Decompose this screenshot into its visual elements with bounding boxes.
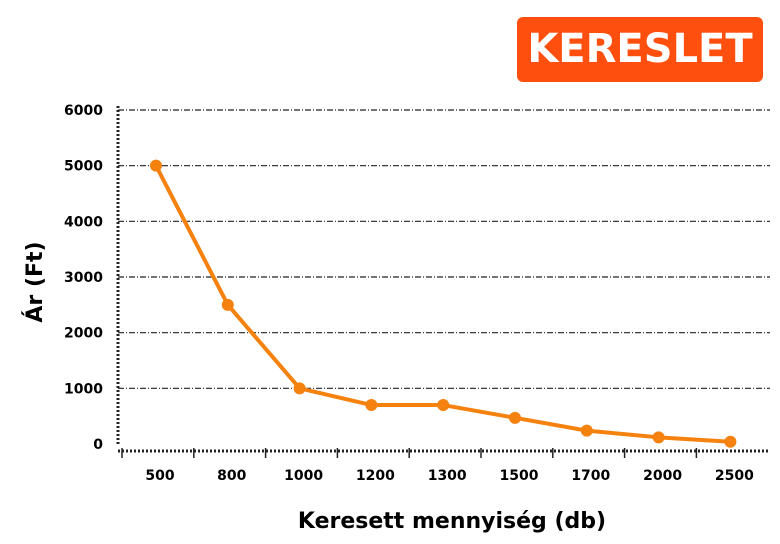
y-tick-label-3000: 3000 (64, 270, 103, 286)
x-tick-label-1700: 1700 (571, 468, 610, 484)
y-tick-label-6000: 6000 (64, 103, 103, 119)
x-tick-label-1200: 1200 (356, 468, 395, 484)
x-axis-title: Keresett mennyiség (db) (298, 509, 606, 534)
data-point-500 (150, 159, 162, 172)
data-point-2000 (652, 431, 665, 444)
y-tick-label-5000: 5000 (64, 159, 103, 175)
data-points (150, 159, 737, 448)
data-point-1200 (365, 399, 378, 412)
y-tick-labels: 0 1000 2000 3000 4000 5000 6000 (64, 103, 103, 453)
x-tick-label-1300: 1300 (428, 468, 467, 484)
y-tick-label-1000: 1000 (64, 381, 103, 397)
data-point-1700 (580, 424, 593, 437)
y-tick-label-4000: 4000 (64, 214, 103, 230)
x-tick-label-1500: 1500 (500, 468, 539, 484)
y-axis-title: Ár (Ft) (22, 241, 48, 322)
kereslet-badge: KERESLET (517, 17, 763, 82)
data-point-1000 (293, 382, 306, 395)
x-tick-labels: 500 800 1000 1200 1300 1500 1700 2000 2500 (145, 468, 754, 484)
y-tick-label-0: 0 (93, 437, 103, 453)
x-tick-label-1000: 1000 (284, 468, 323, 484)
data-point-800 (221, 298, 234, 311)
data-point-1300 (437, 399, 450, 412)
data-point-2500 (724, 435, 737, 448)
x-tick-label-500: 500 (145, 468, 174, 484)
x-tick-label-2500: 2500 (715, 468, 754, 484)
gridlines (118, 109, 770, 389)
x-tick-label-2000: 2000 (643, 468, 682, 484)
axes (116, 106, 770, 458)
y-tick-label-2000: 2000 (64, 326, 103, 342)
x-tick-label-800: 800 (217, 468, 246, 484)
data-point-1500 (509, 411, 521, 424)
